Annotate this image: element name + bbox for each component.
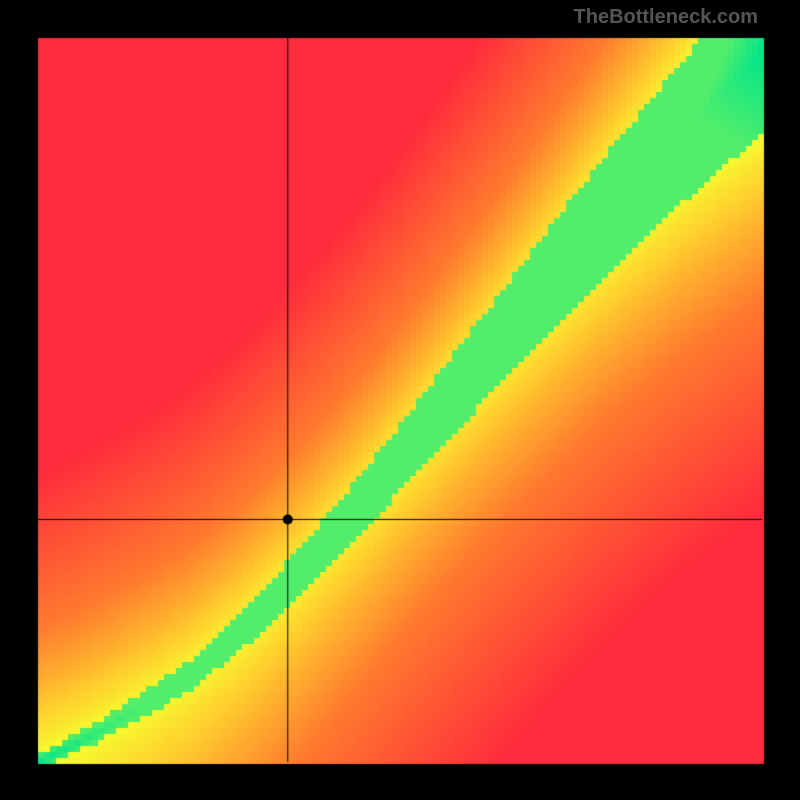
attribution-text: TheBottleneck.com [574,6,758,29]
bottleneck-heatmap [0,0,800,800]
